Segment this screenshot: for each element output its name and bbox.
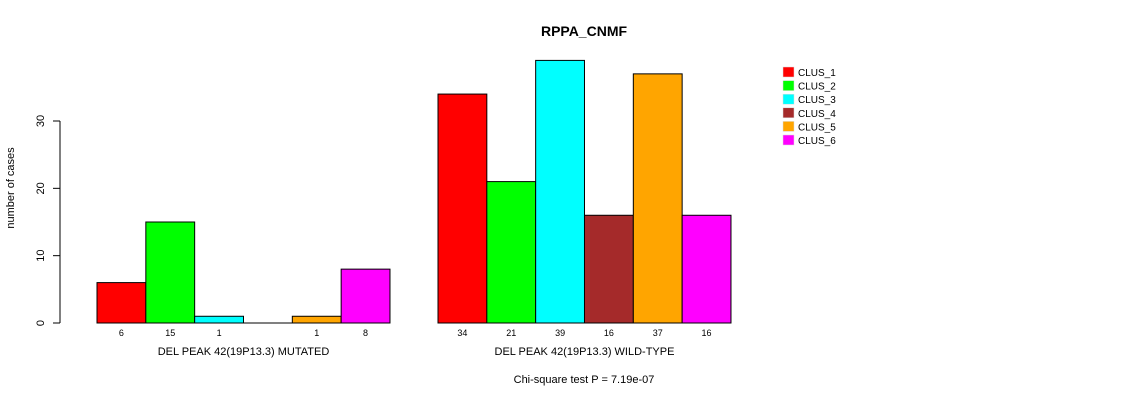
- legend-label: CLUS_6: [798, 136, 836, 147]
- legend-swatch: [782, 66, 795, 78]
- legend-label: CLUS_3: [798, 95, 836, 106]
- legend-swatch: [782, 93, 795, 105]
- bar-value-label: 1: [217, 328, 222, 338]
- bar-value-label: 39: [555, 328, 565, 338]
- legend-label: CLUS_5: [798, 122, 836, 133]
- group-label: DEL PEAK 42(19P13.3) WILD-TYPE: [495, 346, 675, 358]
- bar-value-label: 16: [604, 328, 614, 338]
- y-tick-label: 0: [35, 320, 47, 326]
- y-axis-label: number of cases: [5, 147, 17, 229]
- bar-clus_5: [632, 73, 683, 324]
- y-tick-label: 30: [35, 115, 47, 127]
- chart-title: RPPA_CNMF: [541, 23, 628, 39]
- bar-clus_3: [535, 59, 585, 324]
- bar-clus_2: [486, 181, 537, 324]
- legend-label: CLUS_1: [798, 68, 836, 79]
- bar-clus_6: [340, 268, 391, 324]
- bar-clus_1: [437, 93, 488, 324]
- legend-swatch: [782, 121, 795, 132]
- bar-value-label: 1: [314, 328, 319, 338]
- legend-swatch: [782, 80, 795, 91]
- y-tick-label: 20: [35, 182, 47, 194]
- legend-label: CLUS_4: [798, 109, 836, 120]
- legend-swatch: [782, 134, 795, 146]
- bar-clus_1: [96, 282, 147, 324]
- bar-value-label: 6: [119, 328, 124, 338]
- bar-clus_3: [194, 315, 244, 324]
- legend-swatch: [782, 107, 795, 119]
- bar-value-label: 15: [165, 328, 175, 338]
- bar-clus_6: [681, 214, 732, 324]
- bar-value-label: 21: [506, 328, 516, 338]
- y-tick-label: 10: [35, 250, 47, 262]
- bar-clus_4: [583, 214, 634, 324]
- bar-value-label: 16: [702, 328, 712, 338]
- bar-value-label: 34: [457, 328, 467, 338]
- bar-clus_5: [291, 315, 342, 324]
- bar-value-label: 37: [653, 328, 663, 338]
- bar-clus_2: [145, 221, 196, 324]
- bar-value-label: 8: [363, 328, 368, 338]
- legend-label: CLUS_2: [798, 82, 836, 93]
- footnote: Chi-square test P = 7.19e-07: [514, 374, 655, 386]
- group-label: DEL PEAK 42(19P13.3) MUTATED: [158, 346, 330, 358]
